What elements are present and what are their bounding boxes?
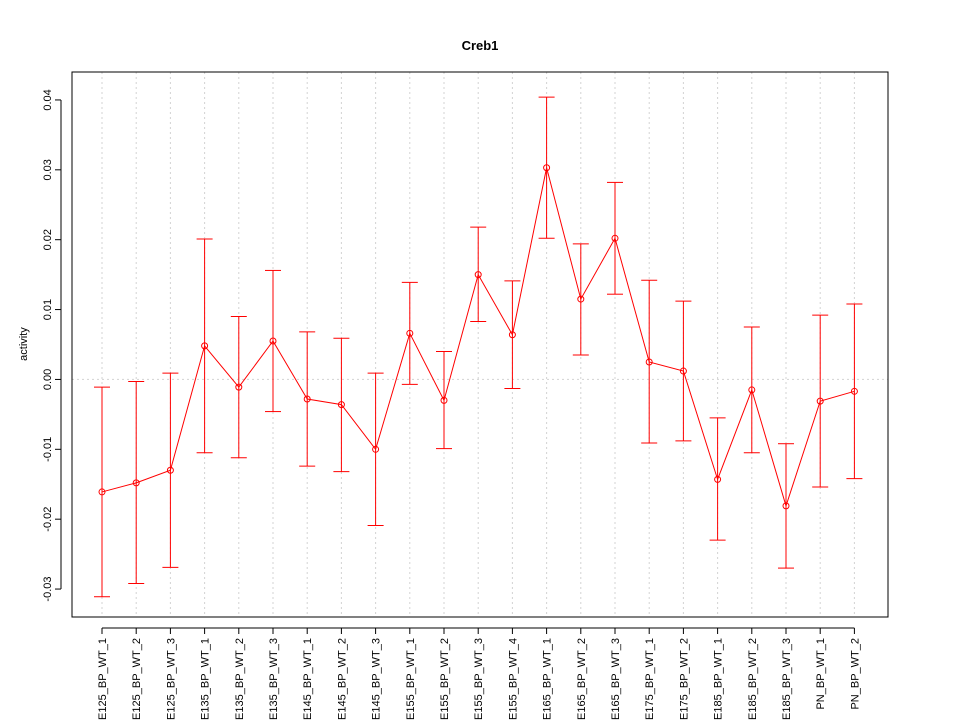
x-axis: E125_BP_WT_1 E125_BP_WT_2 E125_BP_WT_3 E135…: [97, 627, 861, 720]
x-tick-label: E185_BP_WT_2: [747, 638, 759, 720]
y-tick-label: 0.02: [42, 229, 54, 250]
data-point: [714, 475, 722, 483]
x-tick-label: E145_BP_WT_2: [336, 638, 348, 720]
x-tick-label: E155_BP_WT_2: [439, 638, 451, 720]
x-tick-label: E185_BP_WT_3: [781, 638, 793, 720]
data-point: [372, 445, 380, 453]
data-point: [816, 397, 824, 405]
data-point: [269, 337, 277, 345]
y-tick-label: -0.02: [42, 507, 54, 532]
x-tick-label: E165_BP_WT_1: [542, 638, 554, 720]
x-tick-label: E155_BP_WT_4: [507, 638, 519, 720]
data-point: [543, 164, 551, 172]
x-tick-label: E155_BP_WT_3: [473, 638, 485, 720]
x-tick-label: E165_BP_WT_3: [610, 638, 622, 720]
x-tick-label: E135_BP_WT_1: [200, 638, 212, 720]
plot-frame: [71, 71, 889, 618]
data-point: [303, 395, 311, 403]
data-point: [201, 342, 209, 350]
data-point: [406, 329, 414, 337]
y-tick-label: -0.03: [42, 577, 54, 602]
x-tick-label: E175_BP_WT_2: [678, 638, 690, 720]
y-axis: -0.03 -0.02 -0.01 0.00 0.01 0.02 0.03 0.04: [42, 89, 62, 602]
x-tick-label: PN_BP_WT_2: [849, 638, 861, 710]
x-tick-label: E125_BP_WT_3: [165, 638, 177, 720]
data-point: [611, 234, 619, 242]
data-point: [98, 488, 106, 496]
x-tick-label: E145_BP_WT_3: [371, 638, 383, 720]
y-axis-label: activity: [18, 327, 30, 361]
x-tick-label: E135_BP_WT_2: [234, 638, 246, 720]
x-tick-label: E155_BP_WT_1: [405, 638, 417, 720]
x-tick-label: E145_BP_WT_1: [302, 638, 314, 720]
x-tick-label: PN_BP_WT_1: [815, 638, 827, 710]
series-line: [101, 167, 855, 508]
grid: [72, 72, 888, 617]
data-point: [166, 466, 174, 474]
series: [94, 96, 863, 598]
x-tick-label: E165_BP_WT_2: [576, 638, 588, 720]
x-tick-label: E185_BP_WT_1: [713, 638, 725, 720]
y-tick-label: 0.04: [42, 89, 54, 110]
x-tick-label: E135_BP_WT_3: [268, 638, 280, 720]
x-tick-label: E125_BP_WT_1: [97, 638, 109, 720]
data-point: [474, 271, 482, 279]
y-tick-label: 0.01: [42, 299, 54, 320]
y-tick-label: 0.03: [42, 159, 54, 180]
x-tick-label: E125_BP_WT_2: [131, 638, 143, 720]
data-point: [679, 367, 687, 375]
chart-title: Creb1: [462, 38, 499, 53]
data-point: [132, 479, 140, 487]
data-point: [508, 331, 516, 339]
data-point: [235, 383, 243, 391]
y-tick-label: 0.00: [42, 369, 54, 390]
data-point: [645, 358, 653, 366]
y-tick-label: -0.01: [42, 437, 54, 462]
data-point: [748, 386, 756, 394]
data-point: [440, 396, 448, 404]
data-point: [782, 502, 790, 510]
data-point: [577, 295, 585, 303]
data-point: [850, 387, 858, 395]
data-point: [337, 401, 345, 409]
x-tick-label: E175_BP_WT_1: [644, 638, 656, 720]
